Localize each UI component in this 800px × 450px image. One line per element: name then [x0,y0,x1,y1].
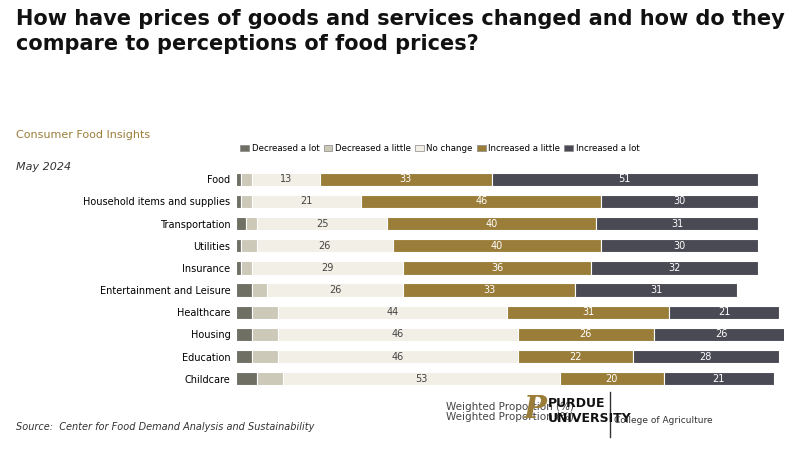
Text: 46: 46 [392,329,404,339]
Text: 26: 26 [579,329,592,339]
Text: 25: 25 [316,219,328,229]
Bar [278,306,507,319]
Bar [633,350,778,363]
Bar [664,372,774,385]
Text: 44: 44 [386,307,398,317]
Bar [236,261,242,274]
Bar [252,195,362,208]
Text: Source:  Center for Food Demand Analysis and Sustainability: Source: Center for Food Demand Analysis … [16,422,314,432]
Text: 33: 33 [483,285,495,295]
Bar [278,350,518,363]
Text: P: P [524,394,547,425]
Bar [591,261,758,274]
Bar [602,239,758,252]
Text: 33: 33 [399,174,412,184]
Bar [252,173,319,186]
Bar [252,306,278,319]
Text: 26: 26 [318,241,331,251]
Text: 22: 22 [569,351,582,361]
Text: 31: 31 [582,307,594,317]
Text: 28: 28 [699,351,712,361]
Bar [257,239,393,252]
Text: 26: 26 [329,285,342,295]
Bar [252,261,403,274]
Bar [403,284,575,297]
Bar [236,328,252,341]
Bar [387,217,596,230]
Bar [242,173,252,186]
Text: 21: 21 [718,307,730,317]
Text: 46: 46 [475,197,487,207]
Bar [518,350,633,363]
Text: How have prices of goods and services changed and how do they
compare to percept: How have prices of goods and services ch… [16,9,785,54]
Bar [252,350,278,363]
Bar [236,195,242,208]
Bar [596,217,758,230]
Bar [654,328,790,341]
Text: 40: 40 [486,219,498,229]
Bar [559,372,664,385]
Text: 30: 30 [674,197,686,207]
Bar [236,284,252,297]
Bar [236,306,252,319]
Bar [236,239,242,252]
Bar [246,217,257,230]
Text: 29: 29 [321,263,334,273]
Bar [362,195,602,208]
Text: 32: 32 [668,263,681,273]
X-axis label: Weighted Proportion (%): Weighted Proportion (%) [446,401,574,412]
Text: 20: 20 [606,374,618,384]
Bar [252,284,267,297]
Bar [492,173,758,186]
Text: Consumer Food Insights: Consumer Food Insights [16,130,150,140]
Bar [257,372,283,385]
Bar [602,195,758,208]
Text: 40: 40 [491,241,503,251]
Text: 21: 21 [713,374,725,384]
Bar [236,350,252,363]
Text: Weighted Proportion (%): Weighted Proportion (%) [446,412,574,422]
Bar [403,261,591,274]
Text: 30: 30 [674,241,686,251]
Bar [319,173,492,186]
Text: 13: 13 [279,174,292,184]
Bar [242,239,257,252]
Text: 26: 26 [715,329,727,339]
Bar [507,306,669,319]
Text: PURDUE
UNIVERSITY: PURDUE UNIVERSITY [548,397,632,425]
Text: 51: 51 [618,174,631,184]
Bar [267,284,403,297]
Bar [236,173,242,186]
Text: 31: 31 [650,285,662,295]
Bar [278,328,518,341]
Text: 31: 31 [671,219,683,229]
Bar [257,217,387,230]
Bar [242,195,252,208]
Text: 21: 21 [300,197,313,207]
Bar [518,328,654,341]
Text: 53: 53 [415,374,427,384]
Text: May 2024: May 2024 [16,162,71,172]
Text: College of Agriculture: College of Agriculture [614,416,713,425]
Bar [575,284,737,297]
Bar [242,261,252,274]
Text: 46: 46 [392,351,404,361]
Bar [236,217,246,230]
Legend: Decreased a lot, Decreased a little, No change, Increased a little, Increased a : Decreased a lot, Decreased a little, No … [240,144,639,153]
Text: 36: 36 [491,263,503,273]
Bar [669,306,778,319]
Bar [393,239,602,252]
Bar [283,372,559,385]
Bar [252,328,278,341]
Bar [236,372,257,385]
